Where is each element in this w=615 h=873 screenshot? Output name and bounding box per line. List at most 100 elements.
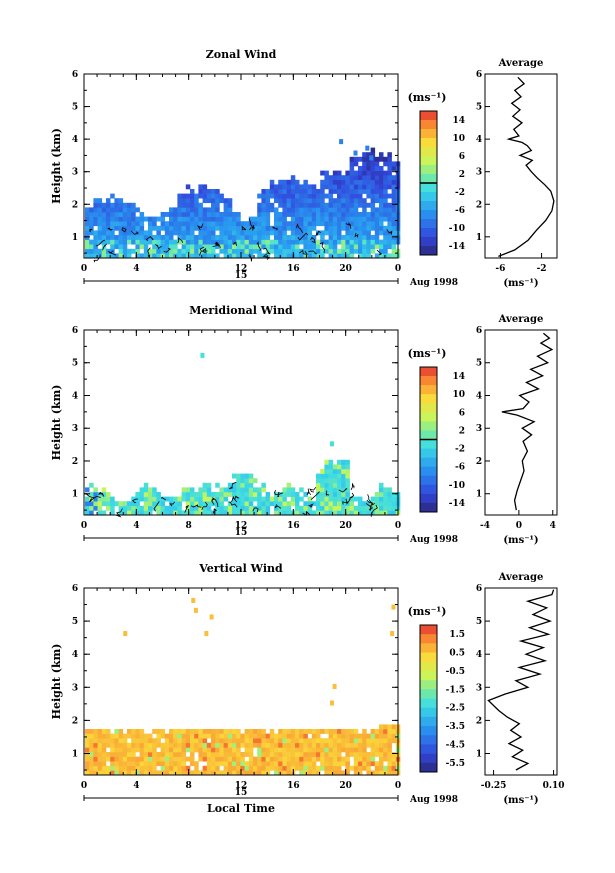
heatmap-cell [93, 747, 98, 753]
heatmap-cell [269, 184, 275, 190]
heatmap-cell [391, 207, 397, 213]
heatmap-cell [358, 244, 363, 250]
heatmap-cell [227, 244, 233, 250]
heatmap-cell [295, 230, 300, 236]
heatmap-cell [328, 756, 334, 762]
heatmap-cell [194, 212, 199, 217]
heatmap-cell [152, 216, 157, 222]
heatmap-cell [383, 747, 388, 753]
heatmap-cell [152, 235, 157, 240]
heatmap-cell [89, 239, 94, 245]
profile-title: Average [498, 572, 544, 583]
heatmap-cell [122, 752, 128, 757]
heatmap-cell [265, 733, 271, 739]
heatmap-cell [148, 770, 153, 776]
heatmap-cell [139, 492, 145, 497]
heatmap-cell [198, 492, 203, 497]
heatmap-cell [295, 207, 300, 213]
heatmap-cell [194, 225, 199, 231]
heatmap-cell [215, 729, 220, 734]
heatmap-cell [387, 161, 392, 167]
heatmap-cell [311, 207, 317, 213]
heatmap-cell [362, 221, 367, 227]
y-axis-label: Height (km) [50, 644, 63, 720]
heatmap-cell [248, 510, 254, 516]
heatmap-cell [383, 492, 388, 497]
heatmap-cell [320, 765, 325, 771]
y-tick-label: 4 [72, 650, 78, 660]
x-tick-label: 4 [133, 264, 139, 274]
heatmap-cell [160, 235, 166, 240]
heatmap-cell [164, 756, 170, 762]
heatmap-cell [349, 207, 355, 213]
heatmap-cell [261, 496, 266, 502]
colorbar-swatch [420, 376, 437, 386]
heatmap-cell [152, 225, 157, 231]
heatmap-cell [160, 216, 166, 222]
heatmap-cell [337, 207, 342, 213]
heatmap-cell [274, 221, 279, 227]
heatmap-cell [139, 244, 145, 250]
heatmap-cell [345, 510, 350, 516]
heatmap-cell [106, 202, 111, 208]
heatmap-cell [362, 184, 367, 190]
heatmap-cell [349, 193, 355, 199]
contour-line [121, 227, 127, 233]
heatmap-cell [299, 742, 304, 748]
heatmap-cell [257, 239, 262, 245]
heatmap-cell [328, 761, 334, 767]
heatmap-cell [253, 244, 258, 250]
y-tick-label: 6 [72, 326, 78, 336]
heatmap-cell [295, 225, 300, 231]
contour-line [147, 247, 151, 258]
heatmap-cell [316, 207, 321, 213]
heatmap-cell [366, 510, 371, 516]
heatmap-cell [311, 501, 317, 507]
heatmap-cell [211, 253, 216, 259]
heatmap-cell [387, 239, 392, 245]
heatmap-cell [206, 207, 212, 213]
heatmap-cell [383, 496, 388, 502]
heatmap-cell [316, 212, 321, 217]
heatmap-cell [320, 469, 325, 474]
heatmap-cell [324, 170, 329, 176]
heatmap-cell [248, 225, 254, 231]
heatmap-cell [211, 207, 216, 213]
heatmap-cell [236, 765, 241, 771]
heatmap-cell [185, 487, 191, 493]
heatmap-cell [366, 184, 371, 190]
colorbar-swatch [420, 367, 437, 377]
heatmap-cell [97, 747, 103, 753]
heatmap-cell [148, 492, 153, 497]
heatmap-cell [215, 756, 220, 762]
heatmap-cell [362, 175, 367, 181]
heatmap-cell [358, 170, 363, 176]
heatmap-cell [387, 492, 392, 497]
heatmap-cell [156, 770, 161, 776]
heatmap-cell [307, 770, 313, 776]
heatmap-cell [332, 244, 338, 250]
heatmap-cell [257, 235, 262, 240]
x-tick-label: 0 [395, 264, 401, 274]
heatmap-cell [328, 738, 334, 744]
colorbar-swatch [420, 183, 437, 193]
heatmap-cell [316, 487, 321, 493]
heatmap-cell [135, 733, 140, 739]
heatmap-cell [253, 487, 258, 493]
heatmap-cell [324, 487, 329, 493]
heatmap-cell [316, 244, 321, 250]
heatmap-cell [353, 756, 359, 762]
heatmap-cell [135, 207, 140, 213]
heatmap-cell [173, 225, 178, 231]
colorbar-tick-label: -14 [449, 499, 465, 509]
heatmap-cell [122, 244, 128, 250]
heatmap-cell [127, 729, 132, 734]
heatmap-cell [223, 742, 229, 748]
heatmap-cell [114, 501, 119, 507]
heatmap-cell [307, 742, 313, 748]
heatmap-cell [244, 738, 250, 744]
heatmap-cell [366, 733, 371, 739]
heatmap-cell [257, 770, 262, 776]
heatmap-cell [370, 742, 376, 748]
heatmap-cell [143, 230, 149, 236]
